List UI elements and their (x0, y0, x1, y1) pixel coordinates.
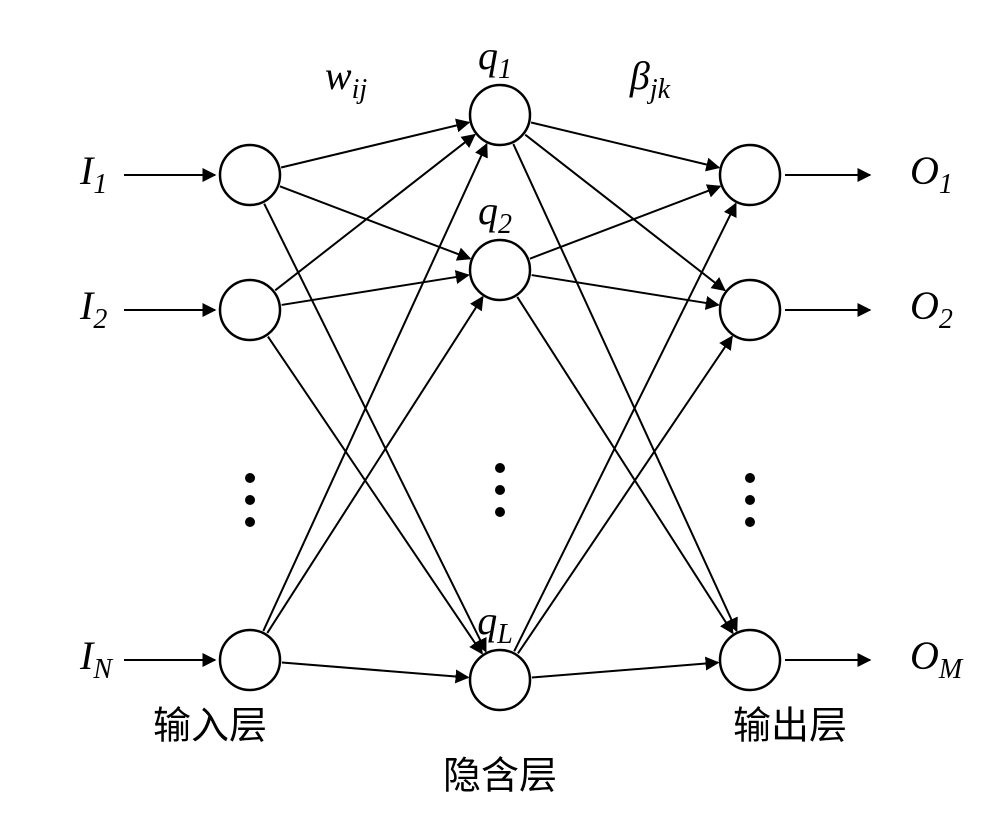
weight-w-label: wij (325, 53, 367, 105)
edge (518, 337, 732, 654)
input-label-2: IN (79, 633, 113, 685)
edge (282, 663, 468, 678)
hidden-vdots (495, 463, 505, 517)
input-node-2 (220, 630, 280, 690)
edge (263, 144, 486, 631)
edge (268, 337, 482, 654)
hidden-node-2 (470, 650, 530, 710)
hidden-node-0 (470, 85, 530, 145)
hidden-label-2: qL (477, 598, 513, 650)
input-label-0: I1 (79, 148, 107, 200)
hidden-layer-label: 隐含层 (443, 756, 557, 798)
input-node-1 (220, 280, 280, 340)
hidden-label-0: q1 (478, 33, 512, 85)
edge (525, 135, 725, 291)
output-layer-label: 输出层 (733, 706, 847, 748)
output-node-2 (720, 630, 780, 690)
neural-network-diagram: I1 I2 IN O1 O2 OM q1 q2 qL wij βjk 输入层隐含层 输出层 (0, 0, 1000, 823)
input-node-0 (220, 145, 280, 205)
input-vdots (245, 473, 255, 527)
edge (275, 135, 475, 291)
edge (282, 275, 469, 305)
output-label-0: O1 (910, 148, 953, 200)
output-label-2: OM (910, 633, 964, 685)
output-label-1: O2 (910, 283, 953, 335)
edge (280, 186, 470, 258)
output-vdots (745, 473, 755, 527)
output-node-0 (720, 145, 780, 205)
hidden-label-1: q2 (478, 188, 512, 240)
output-node-1 (720, 280, 780, 340)
input-layer-label: 输入层 (153, 706, 267, 748)
edge (530, 186, 720, 258)
edge (532, 663, 718, 678)
edge (517, 297, 732, 633)
hidden-node-1 (470, 240, 530, 300)
edge (532, 275, 719, 305)
weight-beta-label: βjk (629, 53, 671, 105)
input-label-1: I2 (79, 283, 107, 335)
edge (513, 144, 736, 631)
edge (267, 297, 482, 633)
